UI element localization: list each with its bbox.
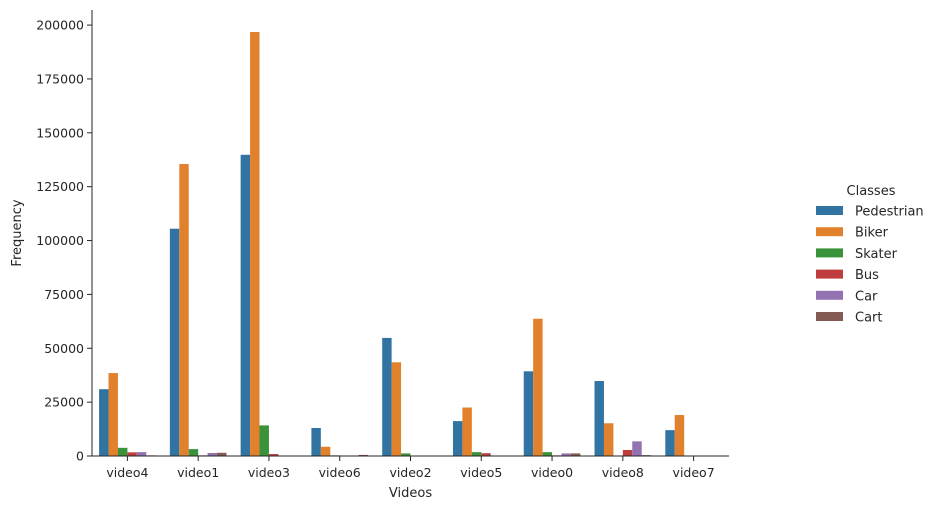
- bar-bus-video5: [481, 453, 491, 456]
- bar-biker-video7: [674, 415, 685, 456]
- bar-bus-video8: [622, 449, 633, 456]
- bar-skater-video1: [188, 449, 199, 456]
- bar-biker-video3: [250, 31, 260, 457]
- bar-pedestrian-video5: [452, 421, 463, 456]
- legend-swatch-skater: [816, 248, 843, 258]
- legend-label-bus: Bus: [855, 268, 879, 283]
- x-tick-label: video6: [319, 465, 361, 480]
- bar-skater-video0: [542, 452, 553, 456]
- y-tick-label: 125000: [36, 179, 84, 194]
- bar-skater-video3: [259, 425, 269, 456]
- x-tick-label: video8: [602, 465, 644, 480]
- x-tick-label: video1: [177, 465, 219, 480]
- y-tick-label: 150000: [36, 125, 84, 140]
- bar-car-video4: [136, 452, 147, 456]
- y-tick-label: 0: [76, 449, 84, 464]
- y-tick-label: 100000: [36, 233, 84, 248]
- x-tick-label: video0: [531, 465, 573, 480]
- legend-label-cart: Cart: [855, 311, 883, 326]
- bar-pedestrian-video2: [382, 337, 392, 456]
- bar-pedestrian-video7: [665, 430, 675, 456]
- bar-bus-video3: [268, 454, 279, 456]
- legend-swatch-pedestrian: [816, 206, 843, 215]
- x-tick-label: video5: [460, 465, 502, 480]
- x-axis-label: Videos: [389, 486, 432, 501]
- bar-cart-video6: [358, 454, 369, 456]
- legend-label-biker: Biker: [855, 226, 889, 241]
- bar-pedestrian-video1: [169, 228, 180, 456]
- legend: Classes Pedestrian Biker Skater Bus Car Cart: [816, 184, 924, 326]
- x-tick-label: video7: [673, 465, 715, 480]
- y-axis-ticks: 0 25000 50000 75000 100000 125000 150000 175000…: [36, 18, 92, 464]
- bar-pedestrian-video8: [594, 381, 604, 456]
- legend-label-pedestrian: Pedestrian: [855, 205, 924, 220]
- bar-car-video8: [632, 441, 642, 456]
- legend-title: Classes: [847, 184, 896, 199]
- y-tick-label: 200000: [36, 18, 84, 33]
- y-tick-label: 75000: [44, 287, 84, 302]
- bar-pedestrian-video6: [311, 427, 321, 456]
- x-tick-label: video2: [389, 465, 431, 480]
- x-axis-ticks: video4 video1 video3 video6 video2 video5 vide…: [106, 456, 715, 480]
- bar-skater-video2: [401, 453, 411, 456]
- y-tick-label: 50000: [44, 341, 84, 356]
- legend-swatch-cart: [816, 312, 843, 321]
- bar-biker-video0: [533, 318, 543, 456]
- bars-layer: [99, 31, 685, 457]
- bar-pedestrian-video4: [99, 389, 109, 456]
- bar-car-video0: [561, 453, 571, 456]
- bar-bus-video4: [127, 452, 137, 456]
- bar-biker-video1: [179, 164, 189, 456]
- bar-pedestrian-video0: [523, 371, 534, 456]
- legend-swatch-biker: [816, 227, 843, 237]
- bar-biker-video6: [320, 446, 331, 456]
- x-tick-label: video3: [248, 465, 290, 480]
- bar-biker-video4: [108, 373, 118, 456]
- bar-skater-video5: [471, 452, 482, 456]
- y-axis-label: Frequency: [10, 199, 25, 266]
- y-tick-label: 175000: [36, 71, 84, 86]
- bar-pedestrian-video3: [240, 154, 251, 457]
- bar-cart-video1: [217, 452, 227, 456]
- legend-label-skater: Skater: [855, 247, 898, 262]
- bar-biker-video8: [603, 423, 614, 456]
- bar-cart-video0: [570, 453, 581, 456]
- bar-skater-video4: [117, 447, 128, 456]
- legend-swatch-car: [816, 290, 843, 300]
- legend-swatch-bus: [816, 269, 843, 279]
- bar-biker-video2: [391, 362, 402, 456]
- bar-biker-video5: [462, 407, 472, 456]
- x-tick-label: video4: [106, 465, 148, 480]
- bar-car-video1: [207, 452, 218, 456]
- y-tick-label: 25000: [44, 395, 84, 410]
- legend-label-car: Car: [855, 289, 878, 304]
